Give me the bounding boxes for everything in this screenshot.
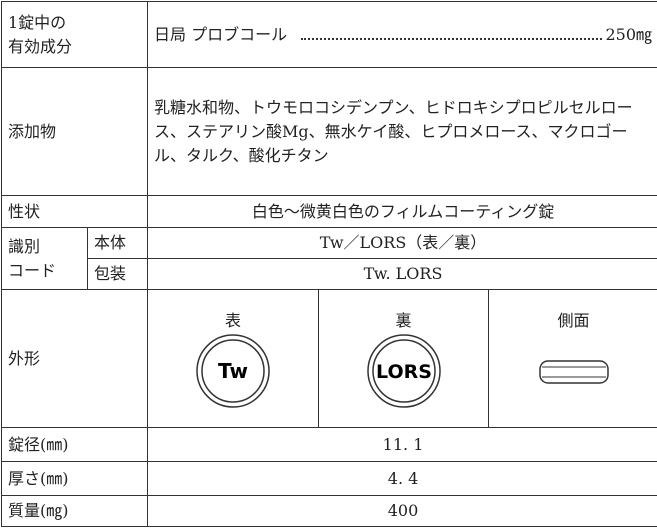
row-label: 識別 コード <box>1 227 88 290</box>
imprint: LORS <box>376 361 432 383</box>
row-label: 性状 <box>0 195 149 228</box>
row-label: 外形 <box>0 289 149 428</box>
cell: 白色～微黄白色のフィルムコーティング錠 <box>147 195 657 228</box>
imprint: Tw <box>218 359 248 383</box>
row-label: 1錠中の有効成分 <box>0 1 149 68</box>
cell: 裏 LORS <box>318 289 490 428</box>
row-label: 添加物 <box>0 67 149 196</box>
sub-label: 本体 <box>86 227 149 259</box>
row-label: 質量(㎎) <box>0 495 149 527</box>
sub-label: 包装 <box>86 258 149 290</box>
ingredient: 日局 プロブコール <box>154 24 288 44</box>
tablet-side <box>538 359 609 384</box>
row-label: 錠径(㎜) <box>0 427 149 462</box>
cell: 11. 1 <box>147 427 657 462</box>
cell: 表 Tw <box>147 289 320 428</box>
label: 裏 <box>395 310 412 330</box>
cell: 乳糖水和物、トウモロコシデンプン、ヒドロキシプロピルセルロース、ステアリン酸Mg… <box>147 67 657 196</box>
cell: 側面 <box>488 289 657 428</box>
tablet-back: LORS <box>366 333 441 408</box>
cell: Tw. LORS <box>147 258 657 290</box>
label: 有効成分 <box>8 36 73 56</box>
label: 表 <box>225 310 242 330</box>
amount: 250㎎ <box>605 24 653 44</box>
label: 1錠中の <box>8 12 67 32</box>
label: コード <box>8 260 57 280</box>
tablet-front: Tw <box>196 333 270 408</box>
label: 識別 <box>8 236 41 256</box>
row-label: 厚さ(㎜) <box>0 461 149 496</box>
cell: 4. 4 <box>147 461 657 496</box>
cell: 400 <box>147 495 657 527</box>
cell: 日局 プロブコール 250㎎ <box>147 1 657 68</box>
label: 側面 <box>557 310 590 330</box>
cell: Tw／LORS（表／裏） <box>147 227 657 259</box>
